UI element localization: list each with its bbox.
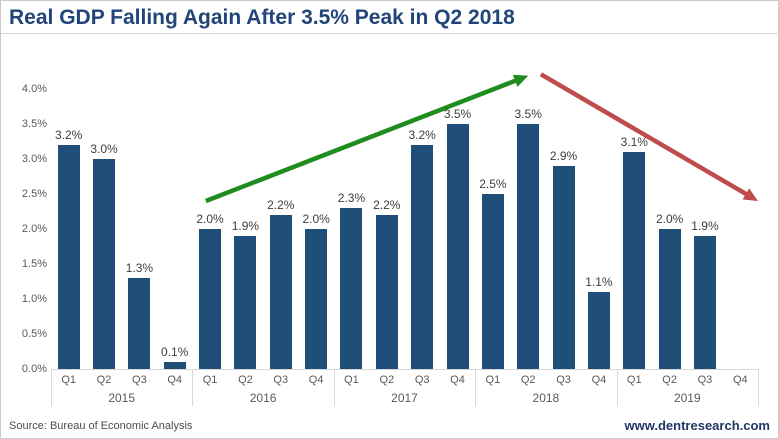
quarter-tick-label: Q3 — [697, 374, 713, 386]
y-axis-tick-label: 2.0% — [21, 223, 47, 235]
gdp-bar-2018-Q4 — [587, 292, 610, 369]
quarter-tick-label: Q4 — [450, 374, 465, 386]
gdp-bar-2017-Q2 — [375, 215, 398, 369]
quarter-tick-label: Q3 — [414, 374, 430, 386]
gdp-bar-2016-Q4 — [305, 229, 328, 369]
title-divider — [1, 33, 778, 34]
gdp-bar-2016-Q1 — [199, 229, 222, 369]
y-axis-tick-label: 3.0% — [21, 153, 47, 165]
quarter-tick-label: Q3 — [132, 374, 147, 386]
bar-value-label: 3.1% — [620, 135, 648, 149]
bar-value-label: 2.2% — [267, 198, 295, 212]
quarter-tick-label: Q1 — [61, 374, 77, 386]
quarter-tick-label: Q4 — [167, 374, 183, 386]
bar-value-label: 2.0% — [196, 212, 224, 226]
gdp-bar-2018-Q1 — [481, 194, 504, 369]
bar-value-label: 0.1% — [161, 345, 189, 359]
bar-value-label: 2.0% — [302, 212, 330, 226]
year-group-separator — [192, 369, 194, 406]
y-axis-tick-label: 3.5% — [21, 118, 47, 130]
year-tick-label: 2016 — [249, 391, 277, 405]
quarter-tick-label: Q3 — [556, 374, 571, 386]
y-axis-tick-label: 0.5% — [21, 328, 47, 340]
bar-value-label: 3.5% — [514, 107, 542, 121]
bar-value-label: 2.2% — [373, 198, 401, 212]
y-axis-tick-label: 4.0% — [21, 83, 47, 95]
gdp-bar-2017-Q4 — [446, 124, 469, 369]
year-group-separator — [333, 369, 335, 406]
source-note: Source: Bureau of Economic Analysis — [9, 420, 193, 432]
x-axis-line — [51, 369, 758, 370]
bar-value-label: 3.5% — [443, 107, 472, 121]
gdp-bar-2015-Q4 — [163, 362, 186, 369]
gdp-bar-2019-Q3 — [693, 236, 716, 369]
quarter-tick-label: Q2 — [662, 374, 677, 386]
gdp-bar-2018-Q3 — [552, 166, 575, 369]
quarter-tick-label: Q1 — [485, 374, 501, 386]
bar-value-label: 1.9% — [691, 219, 719, 233]
quarter-tick-label: Q3 — [273, 374, 289, 386]
bar-value-label: 1.9% — [231, 219, 260, 233]
y-axis-tick-label: 0.0% — [21, 363, 47, 375]
gdp-bar-2015-Q2 — [93, 159, 116, 369]
bar-value-label: 1.1% — [585, 275, 613, 289]
gdp-bar-2018-Q2 — [517, 124, 540, 369]
year-tick-label: 2019 — [673, 391, 701, 405]
quarter-tick-label: Q2 — [96, 374, 112, 386]
gdp-bar-2019-Q2 — [658, 229, 681, 369]
chart-title: Real GDP Falling Again After 3.5% Peak i… — [9, 6, 515, 29]
year-tick-label: 2015 — [108, 391, 136, 405]
quarter-tick-label: Q1 — [202, 374, 218, 386]
quarter-tick-label: Q2 — [238, 374, 253, 386]
y-axis-tick-label: 1.5% — [21, 258, 47, 270]
year-group-separator — [475, 369, 477, 406]
bar-value-label: 3.0% — [90, 142, 118, 156]
year-group-separator — [758, 369, 759, 406]
bar-value-label: 2.0% — [655, 212, 684, 226]
bar-value-label: 3.2% — [408, 128, 436, 142]
y-axis-tick-label: 2.5% — [21, 188, 47, 200]
gdp-bar-2016-Q3 — [269, 215, 292, 369]
gdp-bar-2015-Q1 — [57, 145, 80, 369]
year-group-separator — [51, 369, 52, 406]
gdp-bar-2015-Q3 — [128, 278, 151, 369]
year-tick-label: 2018 — [532, 391, 560, 405]
gdp-bar-2017-Q1 — [340, 208, 363, 369]
bar-value-label: 2.5% — [479, 177, 507, 191]
quarter-tick-label: Q4 — [308, 374, 324, 386]
quarter-tick-label: Q2 — [379, 374, 395, 386]
quarter-tick-label: Q4 — [732, 374, 748, 386]
quarter-tick-label: Q2 — [520, 374, 536, 386]
bar-value-label: 3.2% — [54, 128, 83, 142]
y-axis-tick-label: 1.0% — [21, 293, 47, 305]
bar-value-label: 1.3% — [125, 261, 154, 275]
bar-value-label: 2.9% — [549, 149, 578, 163]
quarter-tick-label: Q4 — [591, 374, 607, 386]
gdp-bar-2016-Q2 — [234, 236, 257, 369]
gdp-bar-2019-Q1 — [623, 152, 646, 369]
year-group-separator — [616, 369, 618, 406]
quarter-tick-label: Q1 — [626, 374, 642, 386]
website-text: www.dentresearch.com — [624, 418, 770, 433]
gdp-bar-2017-Q3 — [411, 145, 434, 369]
quarter-tick-label: Q1 — [344, 374, 359, 386]
year-tick-label: 2017 — [391, 391, 418, 405]
